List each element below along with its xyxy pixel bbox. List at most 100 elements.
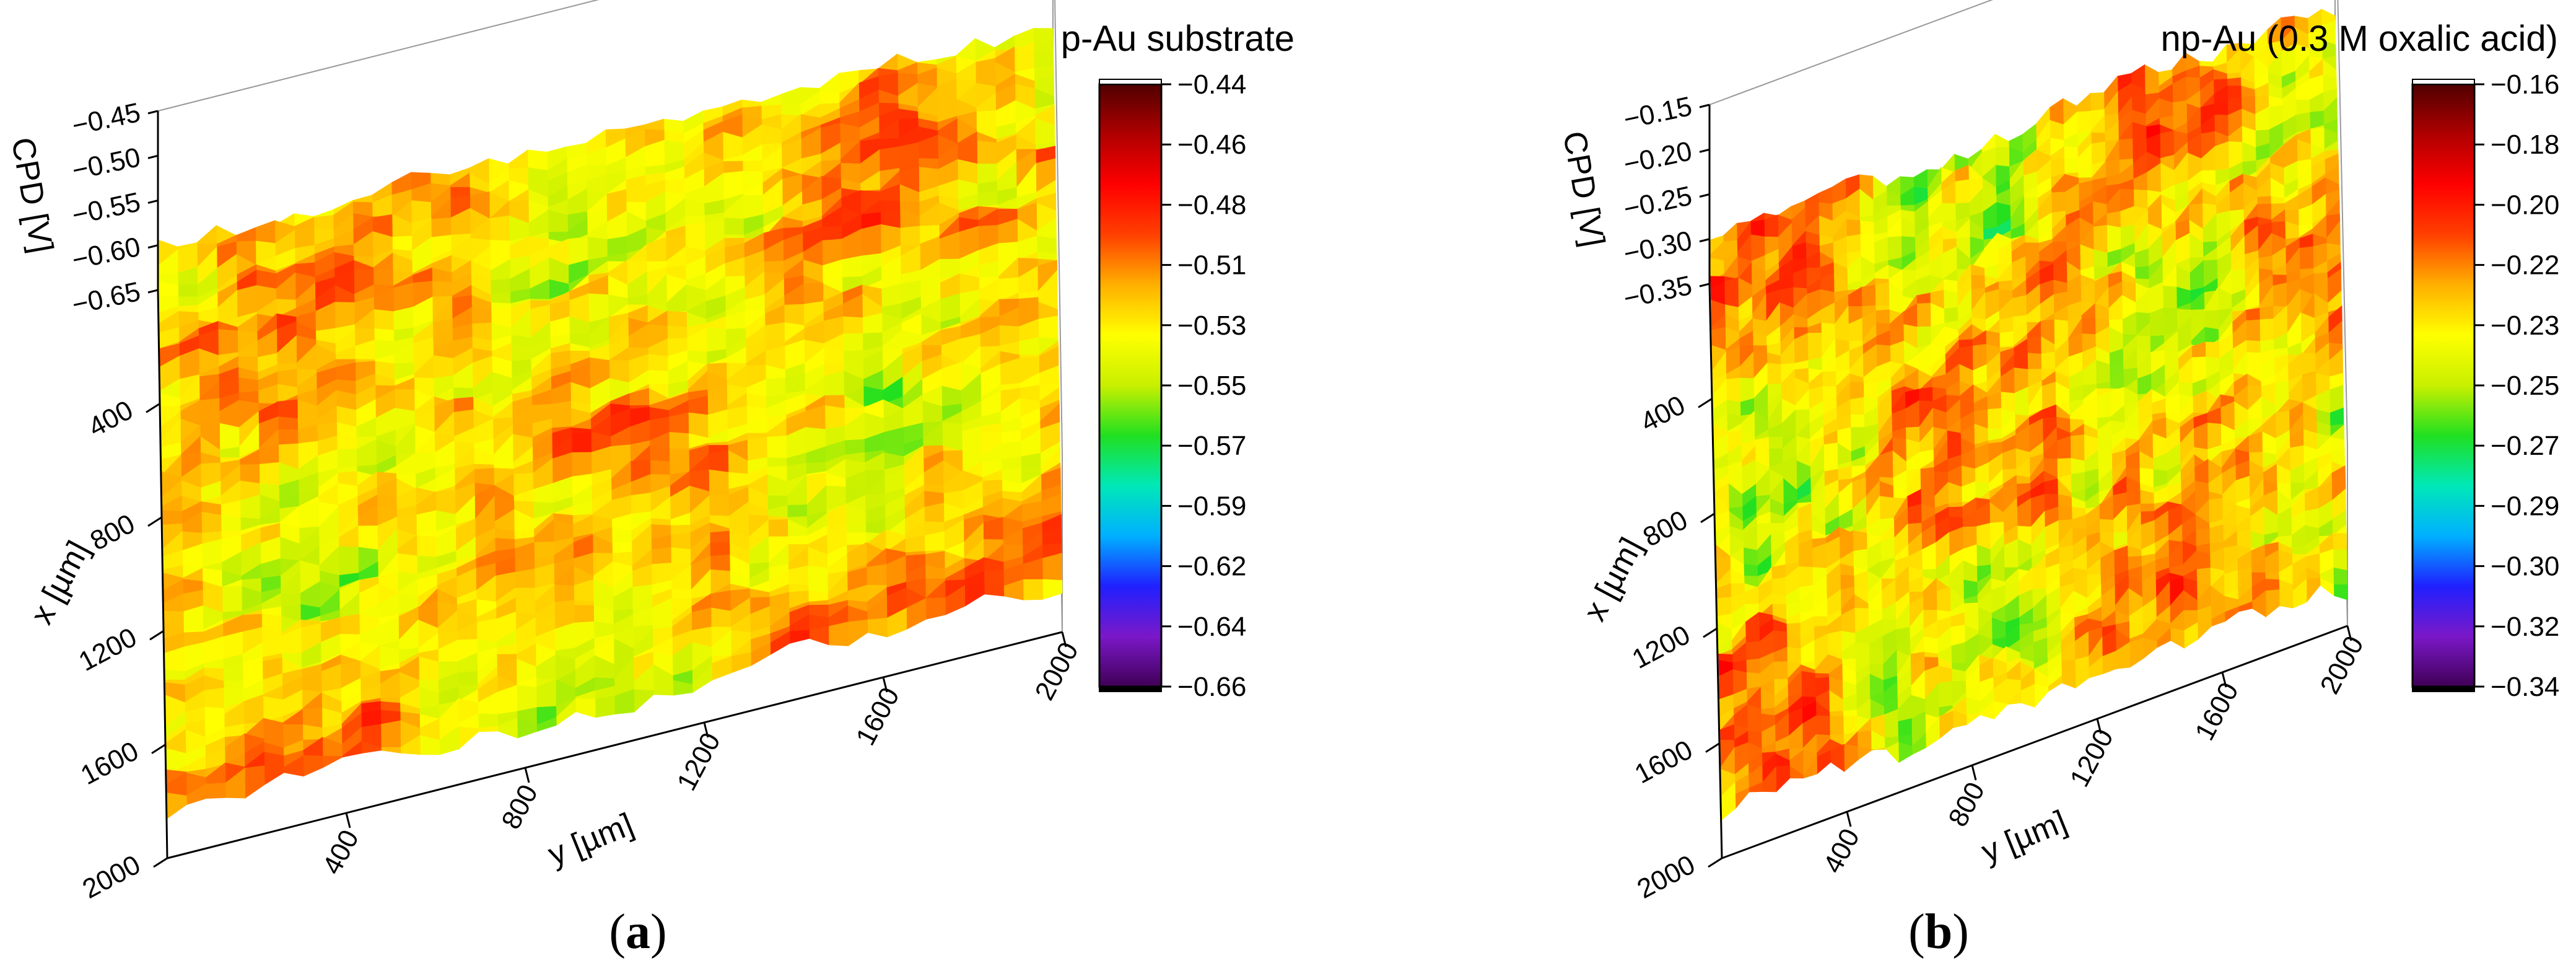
panel-letter: b — [1925, 905, 1953, 959]
colorbar-tick-label: −0.51 — [1177, 250, 1246, 281]
colorbar-tick-label: −0.44 — [1177, 69, 1246, 100]
colorbar-tick-label: −0.23 — [2491, 310, 2559, 341]
y-tick-label: 1200 — [2064, 724, 2120, 791]
x-tick-mark — [146, 403, 160, 413]
colorbar-tick-label: −0.48 — [1177, 190, 1246, 220]
y-tick-mark — [2221, 672, 2227, 688]
z-tick-label: −0.20 — [1621, 136, 1695, 180]
panel-b: 400 800 1200 1600 2000 400 800 1200 1600 2000 −0.1… — [1556, 0, 2559, 959]
chart-title: np-Au (0.3 M oxalic acid) — [2161, 19, 2558, 59]
colorbar-tick-label: −0.16 — [2491, 69, 2559, 100]
z-tick-label: −0.60 — [69, 232, 143, 276]
z-tick-mark — [1699, 193, 1710, 198]
colorbar-tick-label: −0.29 — [2491, 491, 2559, 521]
y-axis-label: y [µm] — [543, 806, 639, 872]
y-tick-mark — [345, 812, 351, 828]
z-tick-mark — [1699, 103, 1710, 108]
y-tick-mark — [1971, 765, 1977, 781]
y-tick-label: 1200 — [671, 727, 727, 795]
z-tick-label: −0.15 — [1621, 91, 1695, 135]
x-tick-label: 1200 — [1627, 620, 1695, 675]
z-tick-label: −0.50 — [69, 142, 143, 186]
x-tick-mark — [1708, 857, 1722, 868]
z-tick-label: −0.55 — [69, 187, 143, 231]
z-axis-label: CPD [V] — [4, 135, 60, 256]
x-tick-mark — [1698, 398, 1713, 408]
colorbar-tick-label: −0.22 — [2491, 250, 2559, 281]
y-tick-mark — [703, 722, 709, 738]
x-tick-label: 400 — [1636, 390, 1690, 438]
x-tick-label: 800 — [85, 508, 140, 556]
y-tick-mark — [2346, 625, 2352, 641]
z-tick-label: −0.25 — [1621, 180, 1695, 224]
colorbar: −0.44 −0.46 −0.48 −0.51 −0.53 −0.55 −0.57 −0.59… — [1098, 69, 1246, 702]
cpd-surface — [157, 28, 1063, 819]
colorbar: −0.16 −0.18 −0.20 −0.22 −0.23 −0.25 −0.27 −0.29… — [2411, 69, 2559, 702]
y-tick-label: 2000 — [2315, 631, 2370, 698]
panel-caption: (a) — [609, 905, 666, 959]
z-tick-mark — [147, 200, 159, 204]
x-tick-mark — [1703, 627, 1718, 638]
colorbar-tick-label: −0.57 — [1177, 431, 1246, 461]
z-ticks: −0.45−0.50−0.55−0.60−0.65 — [69, 97, 159, 320]
z-axis-label: CPD [V] — [1556, 129, 1612, 250]
colorbar-tick-label: −0.30 — [2491, 551, 2559, 582]
x-tick-label: 2000 — [1632, 850, 1700, 905]
colorbar-tick-label: −0.34 — [2491, 672, 2559, 702]
z-tick-label: −0.35 — [1621, 270, 1695, 314]
x-tick-mark — [153, 857, 168, 868]
y-tick-label: 1600 — [2190, 677, 2245, 745]
z-tick-mark — [147, 289, 159, 294]
y-axis-label: y [µm] — [1976, 804, 2072, 870]
panel-caption: (b) — [1908, 905, 1969, 959]
colorbar-tick-label: −0.66 — [1177, 672, 1246, 702]
x-ticks: 400 800 1200 1600 2000 — [1627, 390, 1722, 905]
colorbar-tick-label: −0.62 — [1177, 551, 1246, 582]
colorbar-tick-label: −0.59 — [1177, 491, 1246, 521]
z-tick-mark — [1699, 283, 1710, 288]
y-tick-label: 400 — [1817, 824, 1866, 878]
z-tick-label: −0.30 — [1621, 226, 1695, 270]
y-tick-mark — [2096, 718, 2102, 734]
z-ticks: −0.15−0.20−0.25−0.30−0.35 — [1621, 91, 1710, 314]
colorbar-tick-label: −0.64 — [1177, 612, 1246, 642]
x-tick-label: 400 — [84, 395, 138, 443]
z-tick-mark — [1699, 148, 1710, 153]
y-tick-label: 400 — [317, 825, 365, 879]
panel-letter: a — [626, 905, 650, 959]
colorbar-tick-label: −0.32 — [2491, 612, 2559, 642]
colorbar-tick-label: −0.55 — [1177, 371, 1246, 401]
x-tick-label: 800 — [1638, 504, 1693, 553]
x-tick-mark — [1705, 742, 1720, 753]
z-tick-label: −0.65 — [69, 276, 143, 320]
x-tick-mark — [151, 744, 166, 754]
x-axis-label: x [µm] — [1577, 532, 1650, 626]
y-tick-mark — [1061, 631, 1067, 648]
y-tick-mark — [1846, 811, 1852, 827]
x-tick-mark — [149, 630, 164, 641]
z-tick-mark — [147, 154, 159, 159]
x-ticks: 400 800 1200 1600 2000 — [74, 395, 168, 905]
colorbar-tick-label: −0.20 — [2491, 190, 2559, 220]
x-axis-label: x [µm] — [24, 535, 97, 630]
y-tick-mark — [882, 677, 888, 693]
colorbar-fill — [1098, 83, 1163, 688]
colorbar-tick-label: −0.53 — [1177, 310, 1246, 341]
x-tick-label: 1600 — [76, 736, 143, 791]
z-tick-label: −0.45 — [69, 97, 143, 141]
colorbar-tick-label: −0.27 — [2491, 431, 2559, 461]
y-tick-label: 1600 — [850, 682, 906, 750]
colorbar-tick-label: −0.18 — [2491, 130, 2559, 160]
z-tick-mark — [1699, 238, 1710, 243]
x-tick-mark — [147, 516, 162, 527]
colorbar-tick-label: −0.25 — [2491, 371, 2559, 401]
y-tick-label: 800 — [1942, 777, 1991, 832]
chart-title: p-Au substrate — [1061, 19, 1295, 59]
x-tick-label: 2000 — [77, 850, 145, 905]
y-tick-label: 800 — [496, 780, 544, 834]
z-tick-mark — [147, 244, 159, 249]
x-tick-label: 1200 — [74, 622, 141, 677]
cpd-surface — [1709, 8, 2348, 820]
